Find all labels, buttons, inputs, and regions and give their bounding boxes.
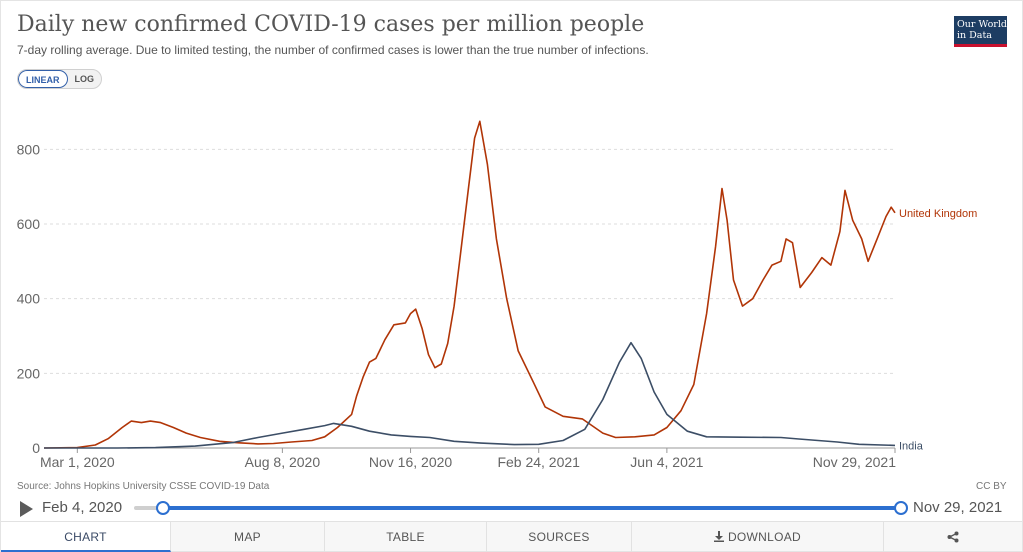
license-label[interactable]: CC BY bbox=[976, 481, 1007, 492]
y-tick-label: 0 bbox=[32, 440, 40, 456]
timeline-selected-range bbox=[163, 506, 901, 510]
series-line-united-kingdom bbox=[43, 120, 896, 449]
timeline-start-label: Feb 4, 2020 bbox=[42, 499, 123, 516]
y-tick-label: 800 bbox=[17, 141, 41, 157]
scale-toggle: LINEAR LOG bbox=[17, 69, 102, 89]
series-line-india bbox=[44, 341, 896, 449]
log-scale-button[interactable]: LOG bbox=[74, 74, 95, 84]
owid-logo[interactable]: Our World in Data bbox=[954, 16, 1007, 47]
x-tick-label: Mar 1, 2020 bbox=[40, 454, 115, 470]
timeline-start-handle[interactable] bbox=[156, 501, 170, 515]
x-tick-label: Jun 4, 2021 bbox=[630, 454, 703, 470]
line-chart: 0 200 400 600 800 Mar 1, 2020 Aug 8, 2020 Nov 1… bbox=[17, 120, 977, 470]
download-label: DOWNLOAD bbox=[727, 530, 802, 544]
y-tick-label: 400 bbox=[17, 291, 41, 307]
x-tick-label: Nov 16, 2020 bbox=[369, 454, 452, 470]
tab-download[interactable]: DOWNLOAD bbox=[632, 522, 884, 552]
timeline-end-handle[interactable] bbox=[894, 501, 908, 515]
view-tabs: CHART MAP TABLE SOURCES DOWNLOAD bbox=[1, 521, 1022, 552]
tab-chart[interactable]: CHART bbox=[1, 522, 171, 552]
tab-sources[interactable]: SOURCES bbox=[487, 522, 632, 552]
series-label-united-kingdom: United Kingdom bbox=[899, 208, 977, 220]
tab-table[interactable]: TABLE bbox=[325, 522, 487, 552]
x-tick-label: Feb 24, 2021 bbox=[497, 454, 580, 470]
source-note[interactable]: Source: Johns Hopkins University CSSE CO… bbox=[17, 481, 270, 492]
chart-title: Daily new confirmed COVID-19 cases per m… bbox=[17, 12, 645, 37]
y-tick-label: 600 bbox=[17, 216, 41, 232]
download-icon bbox=[713, 531, 724, 542]
share-icon bbox=[947, 531, 959, 543]
chart-subtitle: 7-day rolling average. Due to limited te… bbox=[17, 43, 649, 57]
play-icon[interactable] bbox=[20, 501, 33, 517]
y-tick-label: 200 bbox=[17, 365, 41, 381]
linear-scale-button[interactable]: LINEAR bbox=[18, 70, 68, 88]
tab-map[interactable]: MAP bbox=[171, 522, 325, 552]
tab-share[interactable] bbox=[884, 522, 1022, 552]
timeline-end-label: Nov 29, 2021 bbox=[913, 499, 1003, 516]
series-label-india: India bbox=[899, 440, 924, 452]
x-tick-label: Nov 29, 2021 bbox=[813, 454, 896, 470]
x-tick-label: Aug 8, 2020 bbox=[245, 454, 321, 470]
